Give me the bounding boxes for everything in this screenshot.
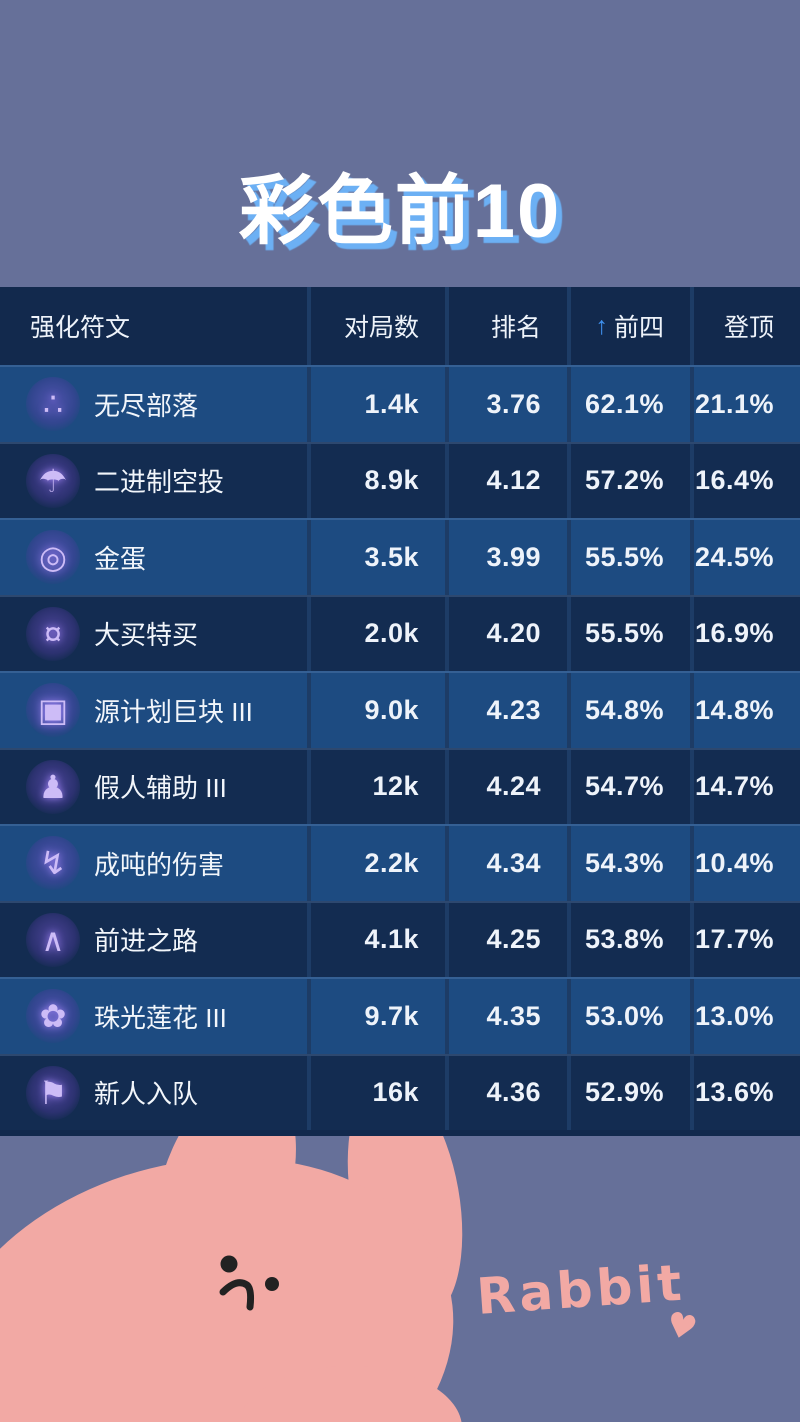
win-value: 16.9%	[694, 618, 774, 649]
tribal-people-icon: ∴	[26, 377, 80, 432]
top4-value: 52.9%	[584, 1077, 664, 1108]
place-value: 3.99	[486, 541, 541, 572]
title-area: 彩色前10	[0, 0, 800, 287]
win-value: 17.7%	[694, 924, 774, 955]
header-top4-sorted[interactable]: ↑ 前四	[567, 287, 690, 365]
top4-value: 57.2%	[584, 465, 664, 496]
golden-egg-icon: ◎	[26, 530, 80, 585]
header-games[interactable]: 对局数	[307, 287, 445, 365]
place-value: 4.20	[486, 618, 541, 649]
win-value: 10.4%	[694, 847, 774, 878]
table-row[interactable]: ⚑ 新人入队 16k 4.36 52.9% 13.6%	[0, 1053, 800, 1130]
rabbit-silhouette	[0, 1136, 463, 1422]
games-value: 9.7k	[364, 1000, 419, 1031]
win-value: 14.7%	[694, 771, 774, 802]
place-value: 4.23	[486, 694, 541, 725]
top4-value: 55.5%	[584, 618, 664, 649]
games-value: 9.0k	[364, 694, 419, 725]
top4-value: 54.3%	[584, 847, 664, 878]
lotus-icon: ✿	[26, 989, 80, 1044]
games-value: 16k	[372, 1077, 419, 1108]
place-value: 4.24	[486, 771, 541, 802]
place-value: 4.34	[486, 847, 541, 878]
coin-icon: ¤	[26, 606, 80, 661]
augment-stats-table: 强化符文 对局数 排名 ↑ 前四 登顶 ∴ 无尽部落 1.4k 3.76 62.…	[0, 287, 800, 1130]
table-row[interactable]: ¤ 大买特买 2.0k 4.20 55.5% 16.9%	[0, 594, 800, 671]
table-cropped-row	[0, 1130, 800, 1136]
header-win[interactable]: 登顶	[690, 287, 800, 365]
table-row[interactable]: ↯ 成吨的伤害 2.2k 4.34 54.3% 10.4%	[0, 824, 800, 901]
top4-value: 53.8%	[584, 924, 664, 955]
parachute-icon: ☂	[26, 453, 80, 508]
win-value: 13.6%	[694, 1077, 774, 1108]
footer-illustration: Rabbit ♥	[0, 1136, 800, 1422]
rabbit-drawing: Rabbit ♥	[0, 1136, 701, 1422]
damage-swirl-icon: ↯	[26, 836, 80, 891]
flag-icon: ⚑	[26, 1065, 80, 1120]
top4-value: 54.8%	[584, 694, 664, 725]
page-title: 彩色前10	[238, 169, 562, 254]
path-forward-icon: ∧	[26, 912, 80, 967]
signature-text: Rabbit	[475, 1254, 687, 1326]
place-value: 3.76	[486, 388, 541, 419]
games-value: 3.5k	[364, 541, 419, 572]
games-value: 2.2k	[364, 847, 419, 878]
place-value: 4.35	[486, 1000, 541, 1031]
top4-value: 54.7%	[584, 771, 664, 802]
table-body: ∴ 无尽部落 1.4k 3.76 62.1% 21.1% ☂ 二进制空投 8.9…	[0, 365, 800, 1130]
games-value: 4.1k	[364, 924, 419, 955]
table-row[interactable]: ◎ 金蛋 3.5k 3.99 55.5% 24.5%	[0, 518, 800, 595]
win-value: 14.8%	[694, 694, 774, 725]
table-row[interactable]: ☂ 二进制空投 8.9k 4.12 57.2% 16.4%	[0, 441, 800, 518]
header-place[interactable]: 排名	[445, 287, 567, 365]
table-row[interactable]: ✿ 珠光莲花 III 9.7k 4.35 53.0% 13.0%	[0, 977, 800, 1054]
win-value: 21.1%	[694, 388, 774, 419]
games-value: 8.9k	[364, 465, 419, 496]
win-value: 24.5%	[694, 541, 774, 572]
table-row[interactable]: ▣ 源计划巨块 III 9.0k 4.23 54.8% 14.8%	[0, 671, 800, 748]
training-dummy-icon: ♟	[26, 759, 80, 814]
games-value: 1.4k	[364, 388, 419, 419]
top4-value: 55.5%	[584, 541, 664, 572]
rabbit-face	[219, 1255, 279, 1311]
win-value: 13.0%	[694, 1000, 774, 1031]
place-value: 4.36	[486, 1077, 541, 1108]
top4-value: 53.0%	[584, 1000, 664, 1031]
games-value: 2.0k	[364, 618, 419, 649]
table-row[interactable]: ♟ 假人辅助 III 12k 4.24 54.7% 14.7%	[0, 747, 800, 824]
top4-value: 62.1%	[584, 388, 664, 419]
table-row[interactable]: ∧ 前进之路 4.1k 4.25 53.8% 17.7%	[0, 900, 800, 977]
place-value: 4.12	[486, 465, 541, 496]
win-value: 16.4%	[694, 465, 774, 496]
table-header-row: 强化符文 对局数 排名 ↑ 前四 登顶	[0, 287, 800, 365]
table-row[interactable]: ∴ 无尽部落 1.4k 3.76 62.1% 21.1%	[0, 365, 800, 442]
sort-ascending-icon: ↑	[595, 311, 608, 340]
header-augment[interactable]: 强化符文	[30, 314, 131, 342]
hextech-chest-icon: ▣	[26, 683, 80, 738]
games-value: 12k	[372, 771, 419, 802]
place-value: 4.25	[486, 924, 541, 955]
